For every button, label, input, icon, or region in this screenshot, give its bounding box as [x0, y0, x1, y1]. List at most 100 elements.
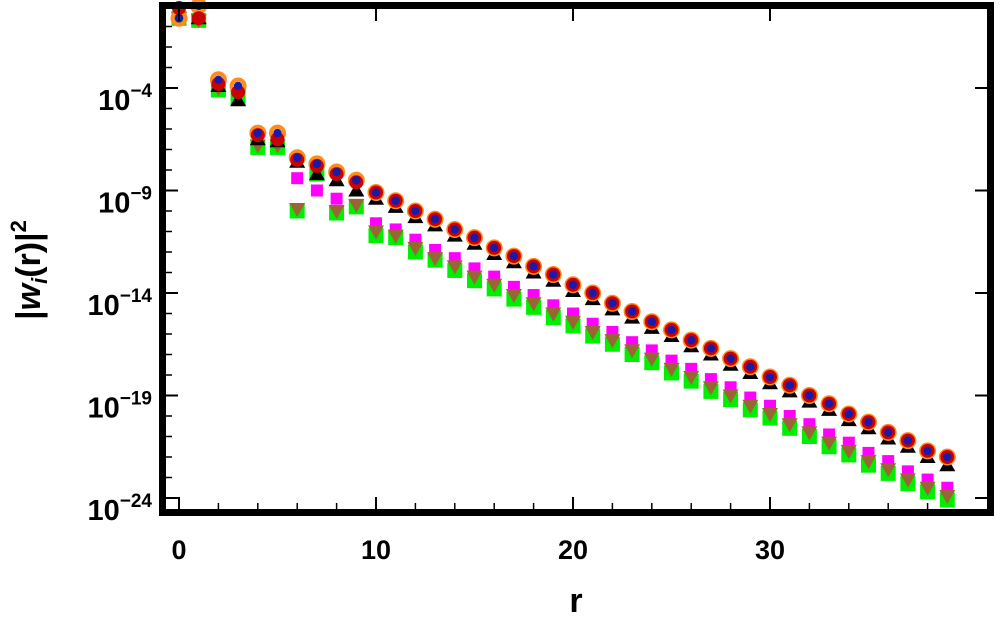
marker-red-circle — [270, 132, 285, 147]
marker-magenta-square — [291, 172, 304, 185]
marker-brown-triangle — [427, 252, 444, 267]
marker-blue-dot — [490, 243, 499, 253]
x-tick-label: 10 — [361, 535, 391, 565]
marker-brown-triangle — [880, 463, 897, 478]
y-tick-exponent: −9 — [130, 184, 152, 205]
marker-magenta-square — [330, 192, 343, 205]
marker-blue-dot — [293, 153, 302, 162]
data-points — [170, 0, 956, 508]
y-tick-base: 10 — [88, 495, 120, 527]
x-tick-label: 30 — [755, 535, 785, 565]
marker-brown-triangle — [525, 297, 542, 312]
y-title-base: w — [10, 281, 48, 310]
marker-brown-triangle — [368, 225, 384, 240]
marker-black-triangle — [230, 92, 247, 107]
marker-brown-triangle — [289, 202, 306, 217]
marker-brown-triangle — [840, 444, 857, 459]
marker-black-triangle — [348, 182, 365, 197]
marker-brown-triangle — [604, 334, 621, 349]
y-title-subscript: i — [27, 277, 52, 284]
marker-brown-triangle — [919, 481, 936, 496]
marker-blue-dot — [884, 428, 893, 437]
y-axis-title: |wi(r)|2 — [6, 220, 52, 320]
marker-blue-dot — [687, 335, 696, 345]
marker-blue-dot — [273, 128, 282, 138]
marker-brown-triangle — [742, 399, 759, 414]
marker-blue-dot — [765, 372, 775, 382]
marker-brown-triangle — [624, 344, 641, 359]
marker-blue-dot — [253, 128, 262, 138]
marker-blue-dot — [509, 251, 519, 261]
y-tick-exponent: −4 — [130, 81, 152, 102]
y-title-bar-right: | — [10, 232, 48, 242]
y-tick-exponent: −19 — [120, 389, 152, 410]
marker-blue-dot — [627, 307, 637, 316]
marker-brown-triangle — [505, 289, 522, 304]
y-tick-base: 10 — [88, 393, 120, 425]
marker-brown-triangle — [801, 426, 818, 441]
marker-blue-dot — [312, 159, 322, 169]
marker-brown-triangle — [663, 362, 680, 377]
plot-frame — [159, 2, 994, 516]
marker-brown-triangle — [899, 473, 916, 488]
marker-blue-dot — [746, 362, 755, 371]
marker-brown-triangle — [486, 278, 503, 293]
marker-brown-triangle — [722, 389, 739, 404]
marker-blue-dot — [549, 270, 558, 279]
x-axis-title: r — [569, 582, 582, 620]
x-tick-labels: 0 10 20 30 — [171, 535, 785, 565]
marker-blue-dot — [785, 381, 794, 390]
marker-blue-dot — [529, 262, 538, 271]
marker-brown-triangle — [565, 315, 581, 330]
y-tick-exponent: −14 — [120, 286, 153, 307]
y-title-paren: (r) — [10, 242, 48, 278]
marker-magenta-square — [310, 184, 323, 197]
y-tick-label: 10−4 — [98, 81, 152, 117]
marker-brown-triangle — [781, 418, 798, 433]
marker-brown-triangle — [387, 229, 404, 244]
x-tick-label: 0 — [171, 535, 186, 565]
marker-brown-triangle — [860, 455, 877, 470]
marker-blue-dot — [352, 176, 361, 185]
y-title-bar-left: | — [10, 310, 48, 320]
marker-blue-dot — [391, 196, 400, 205]
marker-blue-dot — [805, 391, 814, 400]
marker-brown-triangle — [939, 489, 956, 504]
y-tick-base: 10 — [98, 85, 130, 117]
marker-brown-triangle — [821, 436, 838, 451]
marker-blue-dot — [824, 399, 834, 408]
marker-brown-triangle — [683, 371, 700, 386]
marker-brown-triangle — [643, 352, 660, 367]
marker-blue-dot — [923, 446, 932, 456]
marker-brown-triangle — [466, 270, 483, 285]
marker-blue-dot — [726, 354, 735, 363]
marker-blue-dot — [430, 215, 440, 224]
y-tick-label: 10−24 — [88, 491, 153, 527]
y-tick-label: 10−9 — [98, 184, 152, 220]
marker-blue-dot — [864, 417, 873, 427]
marker-blue-dot — [411, 206, 420, 216]
marker-brown-triangle — [446, 260, 463, 275]
y-tick-label: 10−14 — [88, 286, 153, 322]
marker-brown-triangle — [348, 198, 365, 213]
y-tick-labels: 10−4 10−9 10−14 10−19 10−24 — [88, 81, 153, 527]
marker-brown-triangle — [584, 325, 601, 340]
marker-blue-dot — [371, 188, 381, 197]
y-tick-base: 10 — [88, 290, 120, 322]
marker-blue-dot — [233, 81, 243, 91]
marker-blue-dot — [844, 409, 853, 419]
marker-brown-triangle — [407, 241, 424, 256]
marker-blue-dot — [667, 325, 676, 335]
y-title-superscript: 2 — [6, 220, 31, 232]
marker-blue-dot — [903, 436, 913, 445]
marker-blue-dot — [332, 167, 341, 177]
x-tick-label: 20 — [558, 535, 588, 565]
axis-ticks — [166, 9, 987, 509]
marker-blue-dot — [647, 317, 656, 326]
marker-blue-dot — [470, 233, 479, 242]
y-tick-base: 10 — [98, 188, 130, 220]
marker-blue-dot — [450, 225, 459, 234]
marker-blue-dot — [608, 299, 617, 308]
marker-blue-dot — [943, 452, 952, 462]
marker-blue-dot — [706, 344, 716, 353]
